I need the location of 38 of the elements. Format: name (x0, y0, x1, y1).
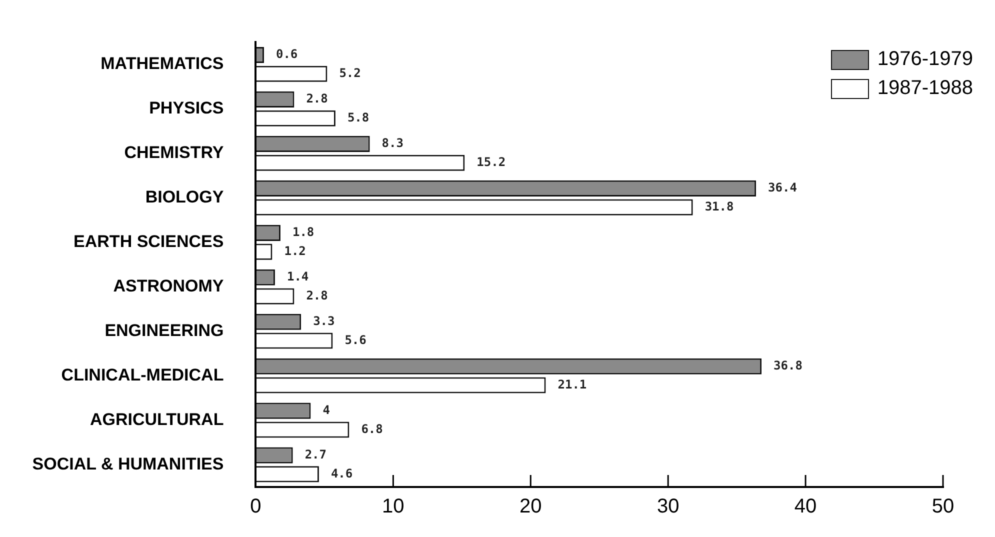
data-label: 4 (322, 402, 330, 417)
y-tick-label: PHYSICS (149, 98, 224, 118)
data-label: 1.2 (284, 244, 306, 258)
y-tick-label: MATHEMATICS (100, 54, 224, 74)
y-tick-label: ASTRONOMY (113, 276, 224, 296)
y-tick-label: EARTH SCIENCES (74, 232, 224, 252)
x-tick-label: 30 (656, 496, 680, 518)
y-tick-label: CHEMISTRY (124, 143, 224, 162)
data-label: 15.2 (476, 154, 506, 169)
data-label: 5.2 (339, 66, 361, 80)
x-tick-label: 50 (932, 496, 954, 518)
x-tick-label: 0 (250, 496, 262, 518)
data-label: 36.8 (774, 358, 802, 372)
data-label: 3.3 (313, 314, 335, 328)
y-tick-label: AGRICULTURAL (90, 410, 224, 429)
x-tick-label: 20 (520, 496, 542, 518)
data-label: 5.8 (347, 110, 370, 124)
data-label: 1.4 (286, 270, 309, 284)
data-label: 2.8 (306, 92, 328, 106)
y-tick-label: SOCIAL & HUMANITIES (32, 454, 224, 474)
x-tick-label: 10 (382, 496, 404, 518)
data-label: 2.8 (306, 288, 328, 302)
data-label: 1.8 (292, 225, 314, 240)
data-label: 36.4 (768, 180, 797, 195)
data-label: 5.6 (344, 332, 366, 347)
data-label: 4.6 (330, 466, 353, 480)
x-tick-label: 40 (794, 496, 817, 518)
data-label: 6.8 (361, 422, 383, 436)
y-tick-label: ENGINEERING (104, 321, 224, 340)
text: 1987-1988 (877, 77, 973, 100)
y-tick-label: BIOLOGY (145, 188, 224, 207)
data-label: 31.8 (704, 199, 734, 214)
legend-label: 1976-1979 (877, 48, 973, 71)
data-label: 8.3 (382, 136, 404, 150)
data-label: 0.6 (276, 47, 298, 62)
data-label: 21.1 (558, 377, 587, 392)
data-label: 2.7 (304, 447, 327, 462)
y-tick-label: CLINICAL-MEDICAL (61, 365, 224, 384)
